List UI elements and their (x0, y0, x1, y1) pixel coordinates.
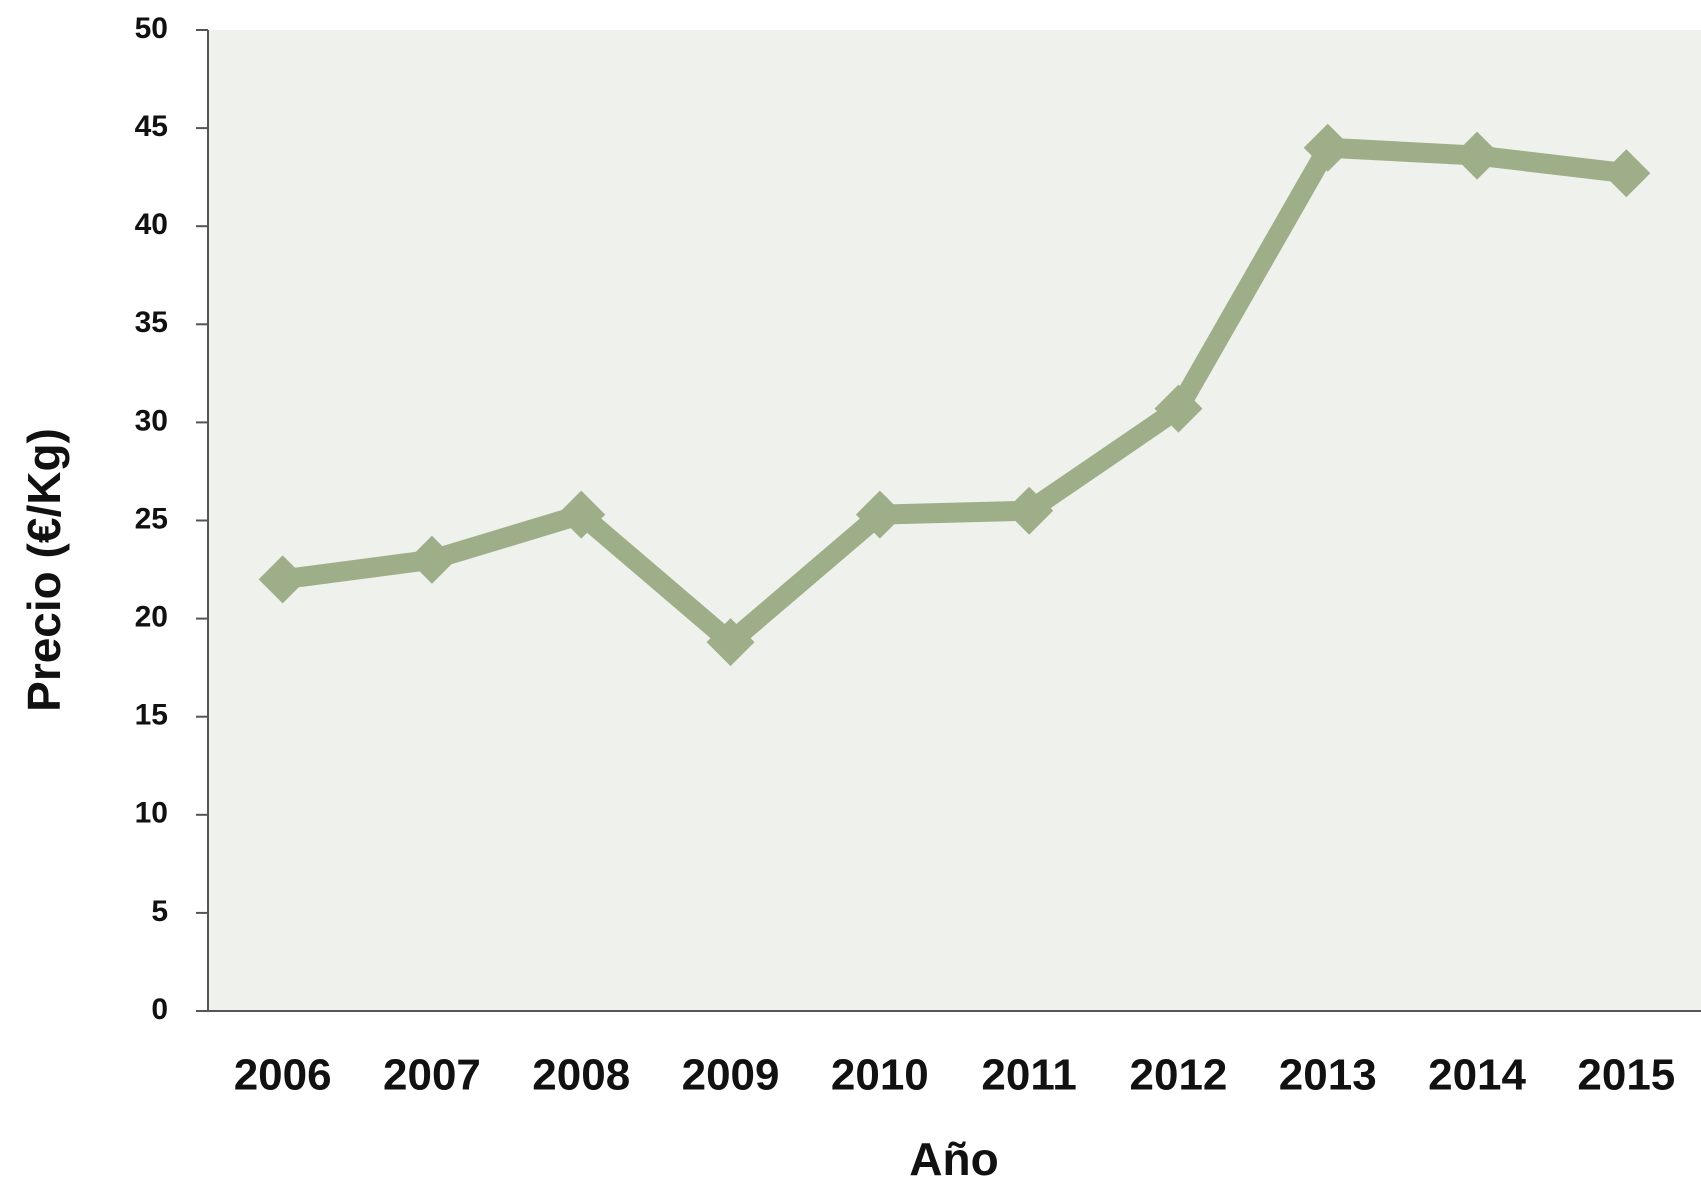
y-tick-label: 20 (135, 601, 168, 634)
marker (1005, 486, 1054, 535)
x-tick-label: 2015 (1577, 1051, 1675, 1100)
x-tick-label: 2006 (234, 1051, 332, 1100)
x-tick-label: 2009 (682, 1051, 780, 1100)
marker (407, 535, 456, 584)
y-tick-label: 0 (151, 993, 168, 1026)
x-tick-label: 2011 (981, 1051, 1076, 1100)
y-tick-label: 25 (135, 502, 168, 535)
x-tick-label: 2010 (831, 1051, 929, 1100)
y-tick-label: 35 (135, 306, 168, 339)
marker (1453, 131, 1502, 180)
y-tick-label: 50 (135, 12, 168, 45)
x-tick-label: 2008 (532, 1051, 630, 1100)
marker (1602, 149, 1651, 198)
y-tick-label: 30 (135, 404, 168, 437)
x-tick-label: 2012 (1130, 1051, 1228, 1100)
marker (855, 490, 904, 539)
line (281, 137, 1628, 653)
marker (1303, 123, 1352, 172)
y-tick-label: 10 (135, 797, 168, 830)
x-axis-title: Año (909, 1133, 998, 1185)
x-tick-label: 2013 (1279, 1051, 1377, 1100)
y-tick-label: 15 (135, 699, 168, 732)
marker (557, 490, 606, 539)
y-axis-title: Precio (€/Kg) (18, 428, 70, 712)
y-tick-label: 45 (135, 110, 168, 143)
y-tick-label: 5 (151, 895, 168, 928)
marker (258, 555, 307, 604)
marker (706, 618, 755, 667)
x-tick-label: 2014 (1428, 1051, 1526, 1100)
marker (1154, 384, 1203, 433)
x-tick-label: 2007 (383, 1051, 481, 1100)
y-tick-label: 40 (135, 208, 168, 241)
